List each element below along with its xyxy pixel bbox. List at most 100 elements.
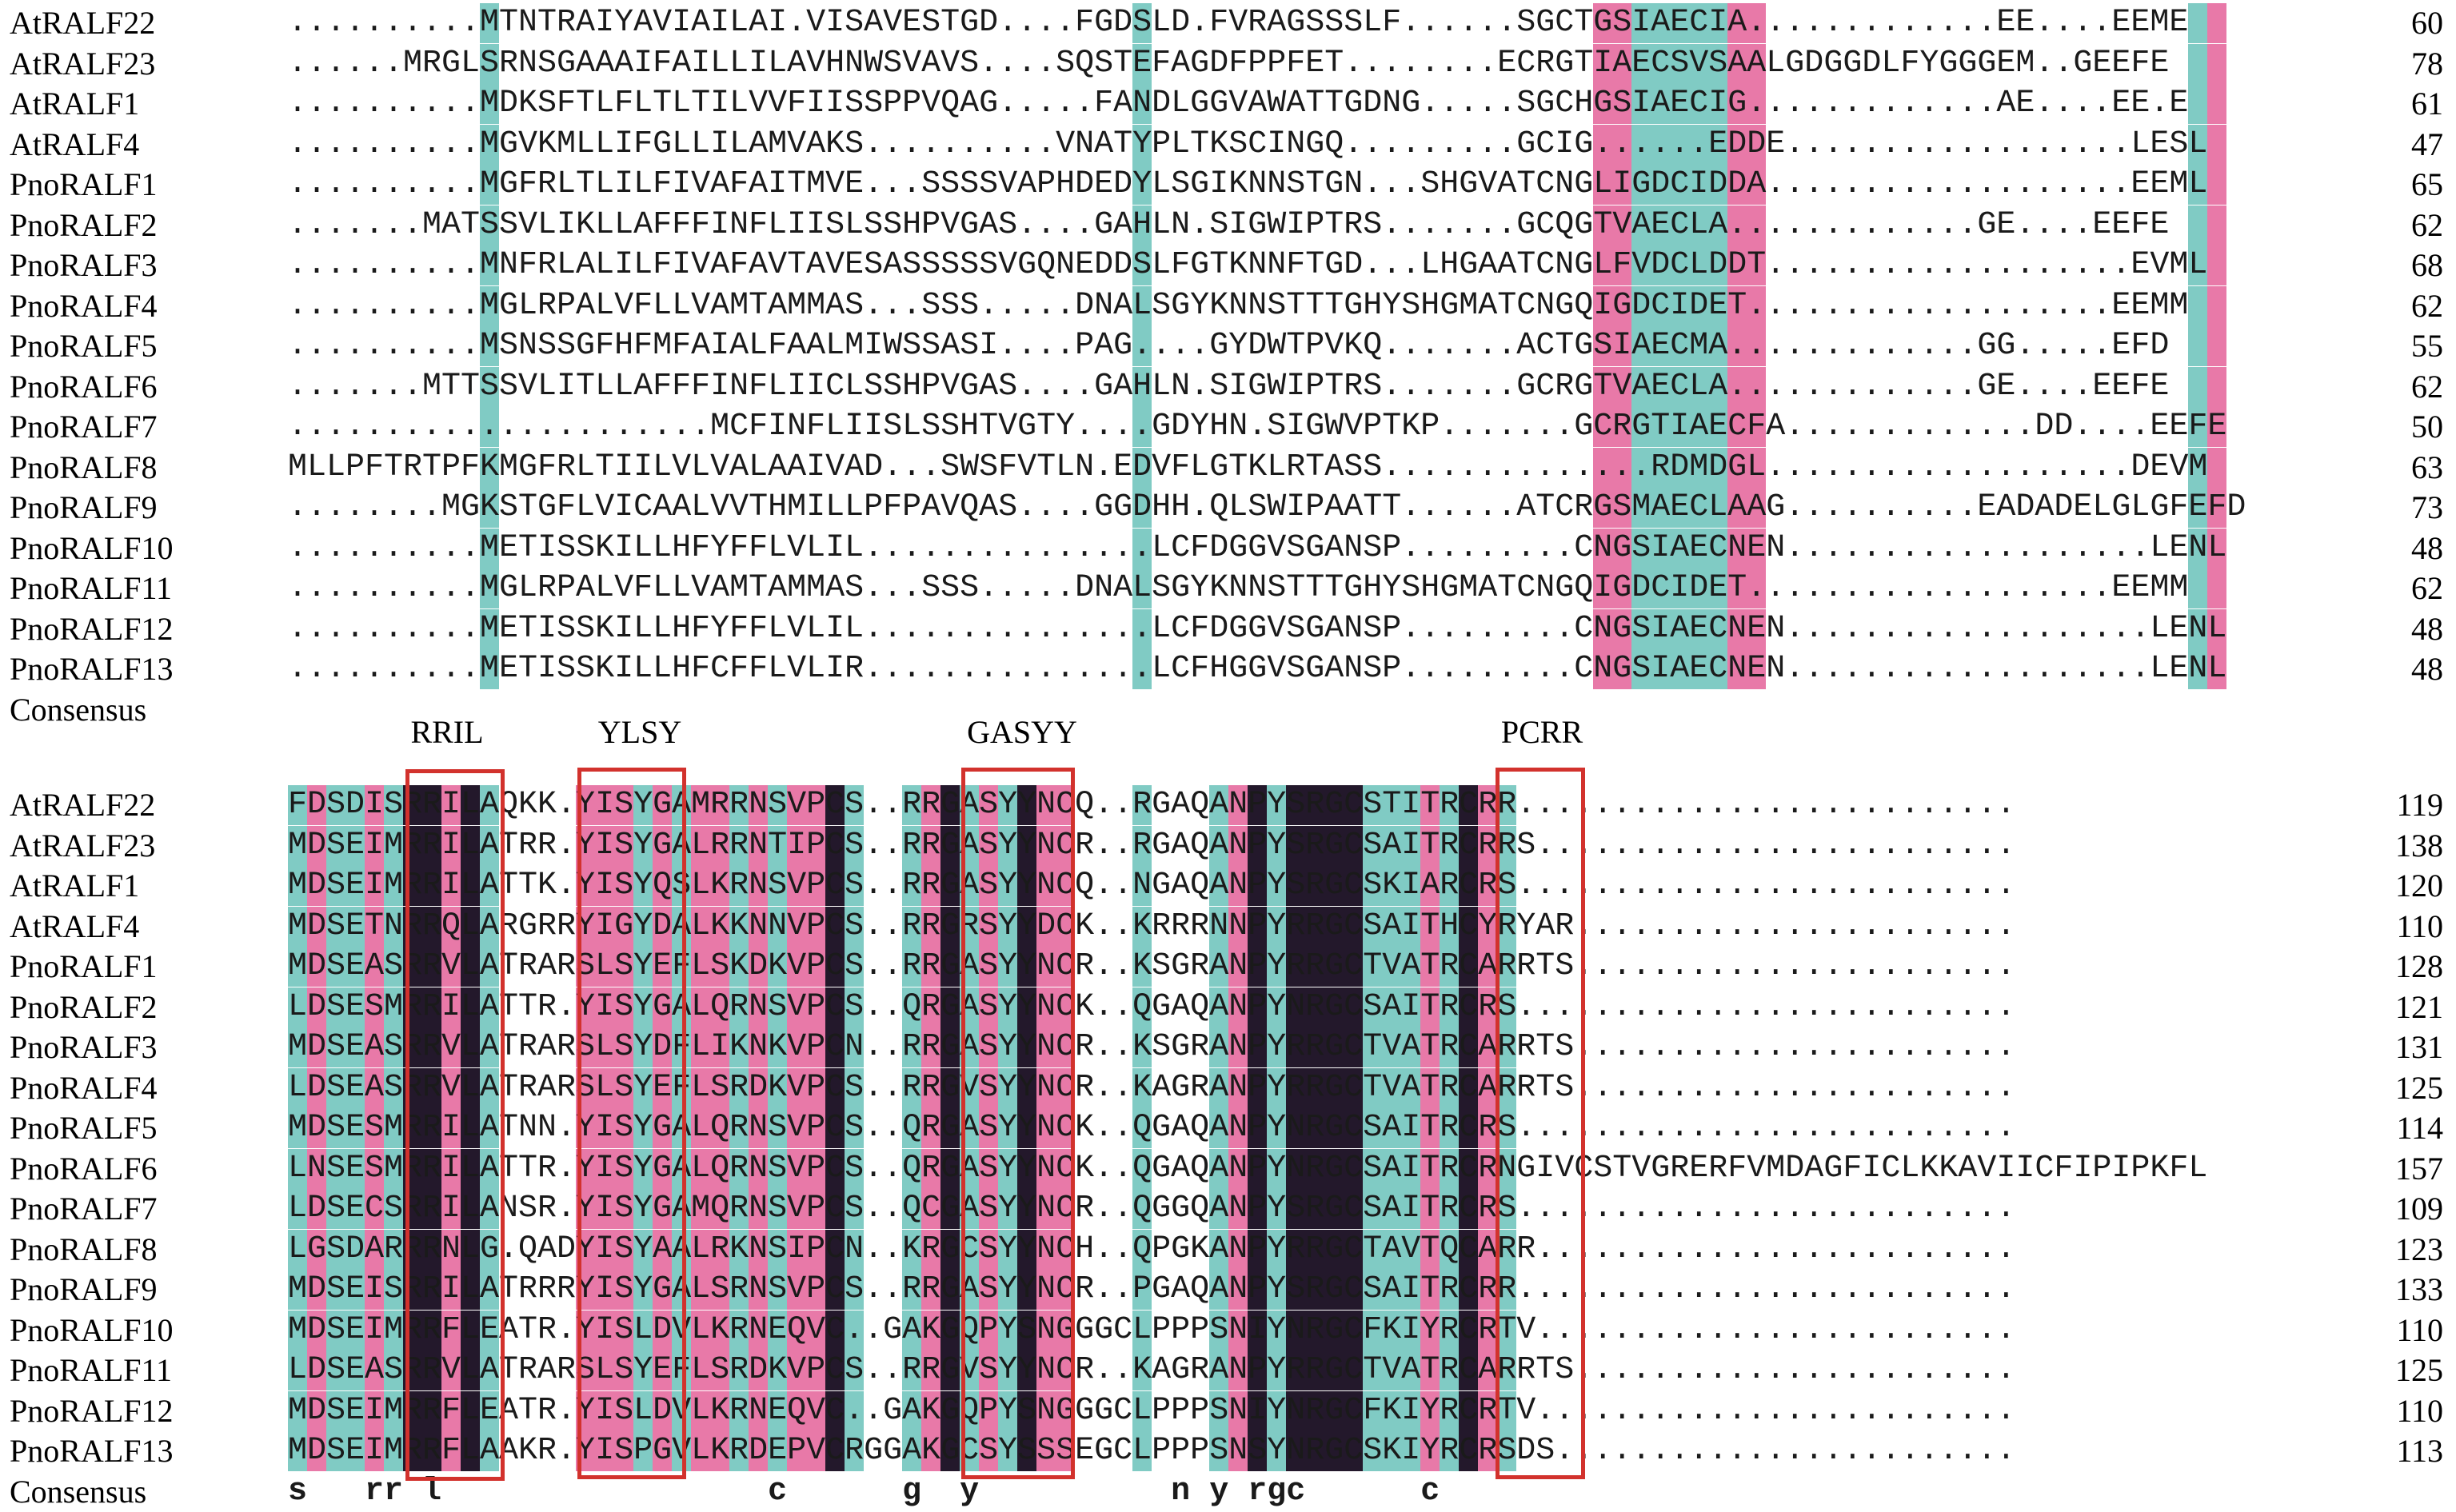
- conservation-highlight: [480, 447, 499, 488]
- conservation-highlight: [1363, 1108, 1420, 1148]
- conservation-highlight: [710, 866, 729, 906]
- conservation-highlight: [729, 1189, 749, 1229]
- sequence-residues: LNSESMRRILATTR.YISYGALQRNSVPCS..QRGASYYN…: [288, 1150, 2208, 1187]
- conservation-highlight: [1132, 947, 1152, 987]
- conservation-highlight: [307, 1148, 326, 1189]
- conservation-highlight: [1209, 987, 1228, 1027]
- conservation-highlight: [749, 947, 768, 987]
- conservation-highlight: [1132, 124, 1152, 165]
- conservation-highlight: [1631, 366, 1670, 407]
- conservation-highlight: [1132, 785, 1152, 825]
- conservation-highlight: [729, 1027, 749, 1067]
- conservation-highlight: [1727, 488, 1766, 528]
- conservation-highlight: [979, 987, 998, 1027]
- conservation-highlight: [845, 1027, 864, 1067]
- consensus-label: Consensus: [10, 691, 147, 728]
- conservation-highlight: [998, 1189, 1017, 1229]
- sequence-name: PnoRALF8: [10, 1231, 158, 1267]
- conservation-highlight: [672, 1148, 691, 1189]
- conservation-highlight: [940, 1067, 960, 1108]
- conservation-highlight: [384, 1148, 403, 1189]
- conservation-highlight: [845, 947, 864, 987]
- conservation-highlight: [979, 1189, 998, 1229]
- conservation-highlight: [691, 906, 710, 947]
- conservation-highlight: [326, 785, 345, 825]
- alignment-row: AtRALF1 ..........MDKSFTLFLTLTILVVFIISSPP…: [0, 84, 2456, 124]
- conservation-highlight: [384, 1229, 403, 1270]
- conservation-highlight: [1670, 649, 1727, 689]
- motif-box: [577, 768, 686, 1479]
- conservation-highlight: [691, 1108, 710, 1148]
- conservation-highlight: [1132, 165, 1152, 205]
- sequence-name: PnoRALF12: [10, 1392, 174, 1429]
- conservation-highlight: [749, 785, 768, 825]
- conservation-highlight: [1228, 1189, 1248, 1229]
- conservation-highlight: [403, 785, 441, 825]
- conservation-highlight: [1209, 947, 1228, 987]
- conservation-highlight: [1727, 366, 1766, 407]
- conservation-highlight: [576, 825, 633, 866]
- conservation-highlight: [1017, 785, 1036, 825]
- sequence-residues: MDSEIMRRFLEATR.YISLDVLKRNEQVC..GAKGQPYSN…: [288, 1311, 2016, 1348]
- residue-count: 63: [2411, 449, 2443, 485]
- conservation-highlight: [921, 1189, 940, 1229]
- conservation-highlight: [902, 866, 921, 906]
- conservation-highlight: [787, 987, 825, 1027]
- conservation-highlight: [1670, 407, 1727, 447]
- sequence-name: PnoRALF8: [10, 449, 158, 485]
- conservation-highlight: [288, 1229, 307, 1270]
- motif-box: [961, 768, 1075, 1479]
- conservation-highlight: [825, 1067, 845, 1108]
- sequence-name: PnoRALF7: [10, 409, 158, 445]
- conservation-highlight: [480, 124, 499, 165]
- conservation-highlight: [441, 987, 461, 1027]
- conservation-highlight: [2188, 528, 2207, 568]
- conservation-highlight: [2188, 245, 2207, 285]
- conservation-highlight: [710, 1067, 729, 1108]
- conservation-highlight: [1631, 649, 1670, 689]
- residue-count: 110: [2396, 1311, 2443, 1348]
- conservation-highlight: [691, 1189, 710, 1229]
- conservation-highlight: [1727, 285, 1766, 326]
- conservation-highlight: [326, 825, 345, 866]
- sequence-name: PnoRALF11: [10, 570, 173, 606]
- residue-count: 55: [2411, 328, 2443, 364]
- sequence-residues: ..........MSNSSGFHFMFAIALFAALMIWSSASI...…: [288, 328, 2170, 364]
- conservation-highlight: [1228, 1148, 1248, 1189]
- conservation-highlight: [1267, 906, 1286, 947]
- conservation-highlight: [998, 947, 1017, 987]
- conservation-highlight: [1670, 165, 1727, 205]
- conservation-highlight: [1727, 43, 1766, 84]
- residue-count: 114: [2396, 1110, 2443, 1146]
- conservation-highlight: [1248, 947, 1267, 987]
- conservation-highlight: [998, 785, 1017, 825]
- conservation-highlight: [672, 825, 691, 866]
- conservation-highlight: [653, 1189, 672, 1229]
- residue-count: 48: [2411, 529, 2443, 566]
- conservation-highlight: [1017, 866, 1036, 906]
- conservation-highlight: [710, 1229, 729, 1270]
- conservation-highlight: [1727, 84, 1766, 124]
- conservation-highlight: [1036, 906, 1075, 947]
- conservation-highlight: [2207, 124, 2226, 165]
- conservation-highlight: [1670, 528, 1727, 568]
- conservation-highlight: [979, 1027, 998, 1067]
- sequence-residues: ..........MTNTRAIYAVIAILAI.VISAVESTGD...…: [288, 5, 2189, 41]
- conservation-highlight: [480, 866, 499, 906]
- conservation-highlight: [1727, 205, 1766, 245]
- conservation-highlight: [672, 1027, 691, 1067]
- conservation-highlight: [403, 987, 441, 1027]
- residue-count: 61: [2411, 86, 2443, 122]
- conservation-highlight: [441, 906, 461, 947]
- conservation-highlight: [845, 1067, 864, 1108]
- sequence-name: AtRALF22: [10, 5, 156, 41]
- conservation-highlight: [749, 1229, 768, 1270]
- conservation-highlight: [384, 906, 403, 947]
- conservation-highlight: [940, 1108, 960, 1148]
- conservation-highlight: [940, 1189, 960, 1229]
- residue-count: 62: [2411, 570, 2443, 606]
- conservation-highlight: [1036, 1189, 1075, 1229]
- conservation-highlight: [1670, 285, 1727, 326]
- conservation-highlight: [2188, 326, 2207, 366]
